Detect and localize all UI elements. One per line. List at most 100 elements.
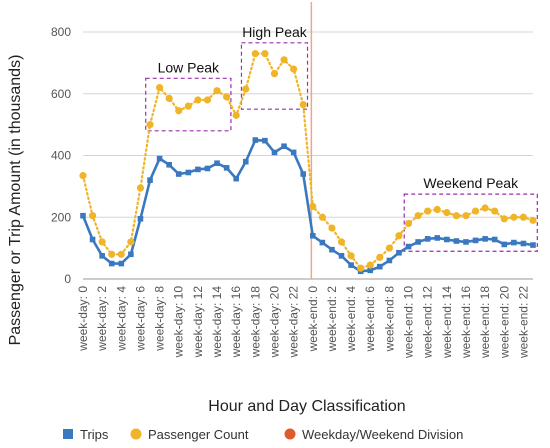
passenger-count-point: [328, 224, 336, 232]
y-axis-ticks: 0 200 400 600 800: [51, 25, 71, 286]
passenger-count-point: [280, 56, 288, 64]
x-tick-label: week-end: 14: [440, 286, 454, 359]
passenger-count-point: [491, 207, 499, 215]
legend-circle-icon: [284, 428, 296, 440]
annotation-box: [145, 77, 232, 132]
trips-point: [348, 262, 354, 268]
passenger-count-point: [471, 207, 480, 215]
y-tick-label: 200: [51, 210, 71, 224]
x-tick-label: week-day: 4: [114, 286, 128, 352]
trips-point: [80, 212, 86, 219]
trips-point: [223, 165, 230, 171]
trips-point: [329, 246, 335, 253]
trips-point: [271, 149, 278, 156]
passenger-count-point: [452, 212, 461, 220]
annotation-box: [240, 42, 309, 110]
passenger-count-point: [519, 213, 528, 221]
passenger-count-point: [232, 111, 240, 119]
x-tick-label: week-day: 16: [229, 286, 243, 359]
passenger-count-point: [165, 94, 173, 102]
passenger-count-point: [385, 244, 393, 252]
passenger-count-point: [481, 204, 489, 212]
trips-point: [396, 249, 402, 256]
trips-point: [300, 171, 307, 177]
passenger-count-point: [529, 216, 537, 224]
trips-point: [491, 236, 498, 243]
passenger-count-point: [146, 121, 154, 129]
passenger-count-point: [337, 238, 346, 246]
x-tick-label: week-day: 22: [287, 286, 301, 359]
x-tick-label: week-end: 8: [382, 286, 396, 353]
passenger-count-point: [175, 107, 183, 115]
trips-point: [415, 239, 421, 245]
trips-point: [108, 260, 115, 267]
trips-point: [242, 158, 249, 165]
passenger-count-point: [510, 213, 518, 221]
x-tick-label: week-day: 2: [95, 286, 109, 352]
annotations: Low Peak High Peak Weekend Peak: [145, 24, 538, 252]
trips-point: [472, 237, 479, 244]
trips-point: [195, 166, 201, 173]
trips-point: [156, 155, 163, 162]
series-layer: [79, 50, 537, 275]
x-tick-label: week-day: 14: [210, 286, 224, 359]
passenger-count-point: [117, 250, 125, 258]
x-tick-label: week-end: 2: [325, 286, 339, 353]
trips-point: [434, 235, 441, 241]
trips-point: [511, 239, 517, 246]
trips-point: [204, 165, 211, 172]
legend: Trips Passenger Count Weekday/Weekend Divi…: [63, 427, 463, 442]
x-tick-label: week-end: 0: [306, 286, 320, 353]
passenger-count-point: [443, 209, 451, 217]
x-tick-label: week-day: 18: [248, 286, 262, 359]
trips-point: [214, 160, 220, 167]
passenger-count-point: [127, 238, 135, 246]
passenger-count-point: [184, 102, 192, 110]
y-tick-label: 400: [51, 149, 71, 163]
passenger-count-point: [414, 212, 422, 220]
passenger-count-point: [108, 250, 116, 258]
y-tick-label: 600: [51, 87, 71, 101]
passenger-count-point: [290, 65, 298, 73]
passenger-count-point: [395, 232, 403, 240]
y-tick-label: 0: [64, 272, 71, 286]
x-axis-title: Hour and Day Classification: [208, 398, 405, 415]
trips-point: [262, 137, 268, 144]
trips-point: [137, 215, 144, 222]
trips-point: [175, 171, 182, 177]
passenger-count-point: [357, 264, 365, 272]
x-tick-label: week-end: 6: [363, 286, 377, 353]
trips-point: [147, 177, 153, 183]
passenger-count-point: [213, 87, 221, 95]
passenger-count-point: [88, 212, 97, 220]
trips-point: [166, 161, 172, 168]
trips-point: [453, 238, 460, 244]
trips-point: [463, 239, 469, 245]
x-tick-label: week-end: 20: [497, 286, 511, 359]
x-tick-label: week-day: 20: [267, 286, 281, 359]
trips-point: [482, 236, 488, 242]
y-tick-label: 800: [51, 25, 71, 39]
trips-point: [128, 251, 134, 258]
passenger-count-point: [366, 261, 374, 269]
passenger-count-point: [433, 205, 441, 214]
x-axis-ticks: week-day: 0 week-day: 2 week-day: 4 week-da…: [76, 286, 530, 359]
passenger-count-point: [251, 50, 259, 58]
passenger-count-point: [404, 219, 413, 228]
trips-point: [233, 175, 239, 182]
trips-point: [367, 267, 374, 274]
x-tick-label: week-end: 18: [478, 286, 492, 359]
legend-square-icon: [63, 429, 73, 439]
passenger-count-point: [462, 212, 470, 220]
x-tick-label: week-day: 12: [191, 286, 205, 359]
passenger-count-point: [376, 253, 384, 261]
trips-point: [520, 240, 527, 247]
passenger-count-point: [500, 215, 508, 223]
trips-point: [386, 257, 393, 264]
trips-point: [252, 137, 259, 143]
y-axis-title: Passenger or Trip Amount (in thousands): [7, 55, 24, 346]
legend-label: Weekday/Weekend Division: [302, 427, 463, 442]
trips-point: [338, 253, 345, 259]
trips-point: [89, 236, 96, 243]
